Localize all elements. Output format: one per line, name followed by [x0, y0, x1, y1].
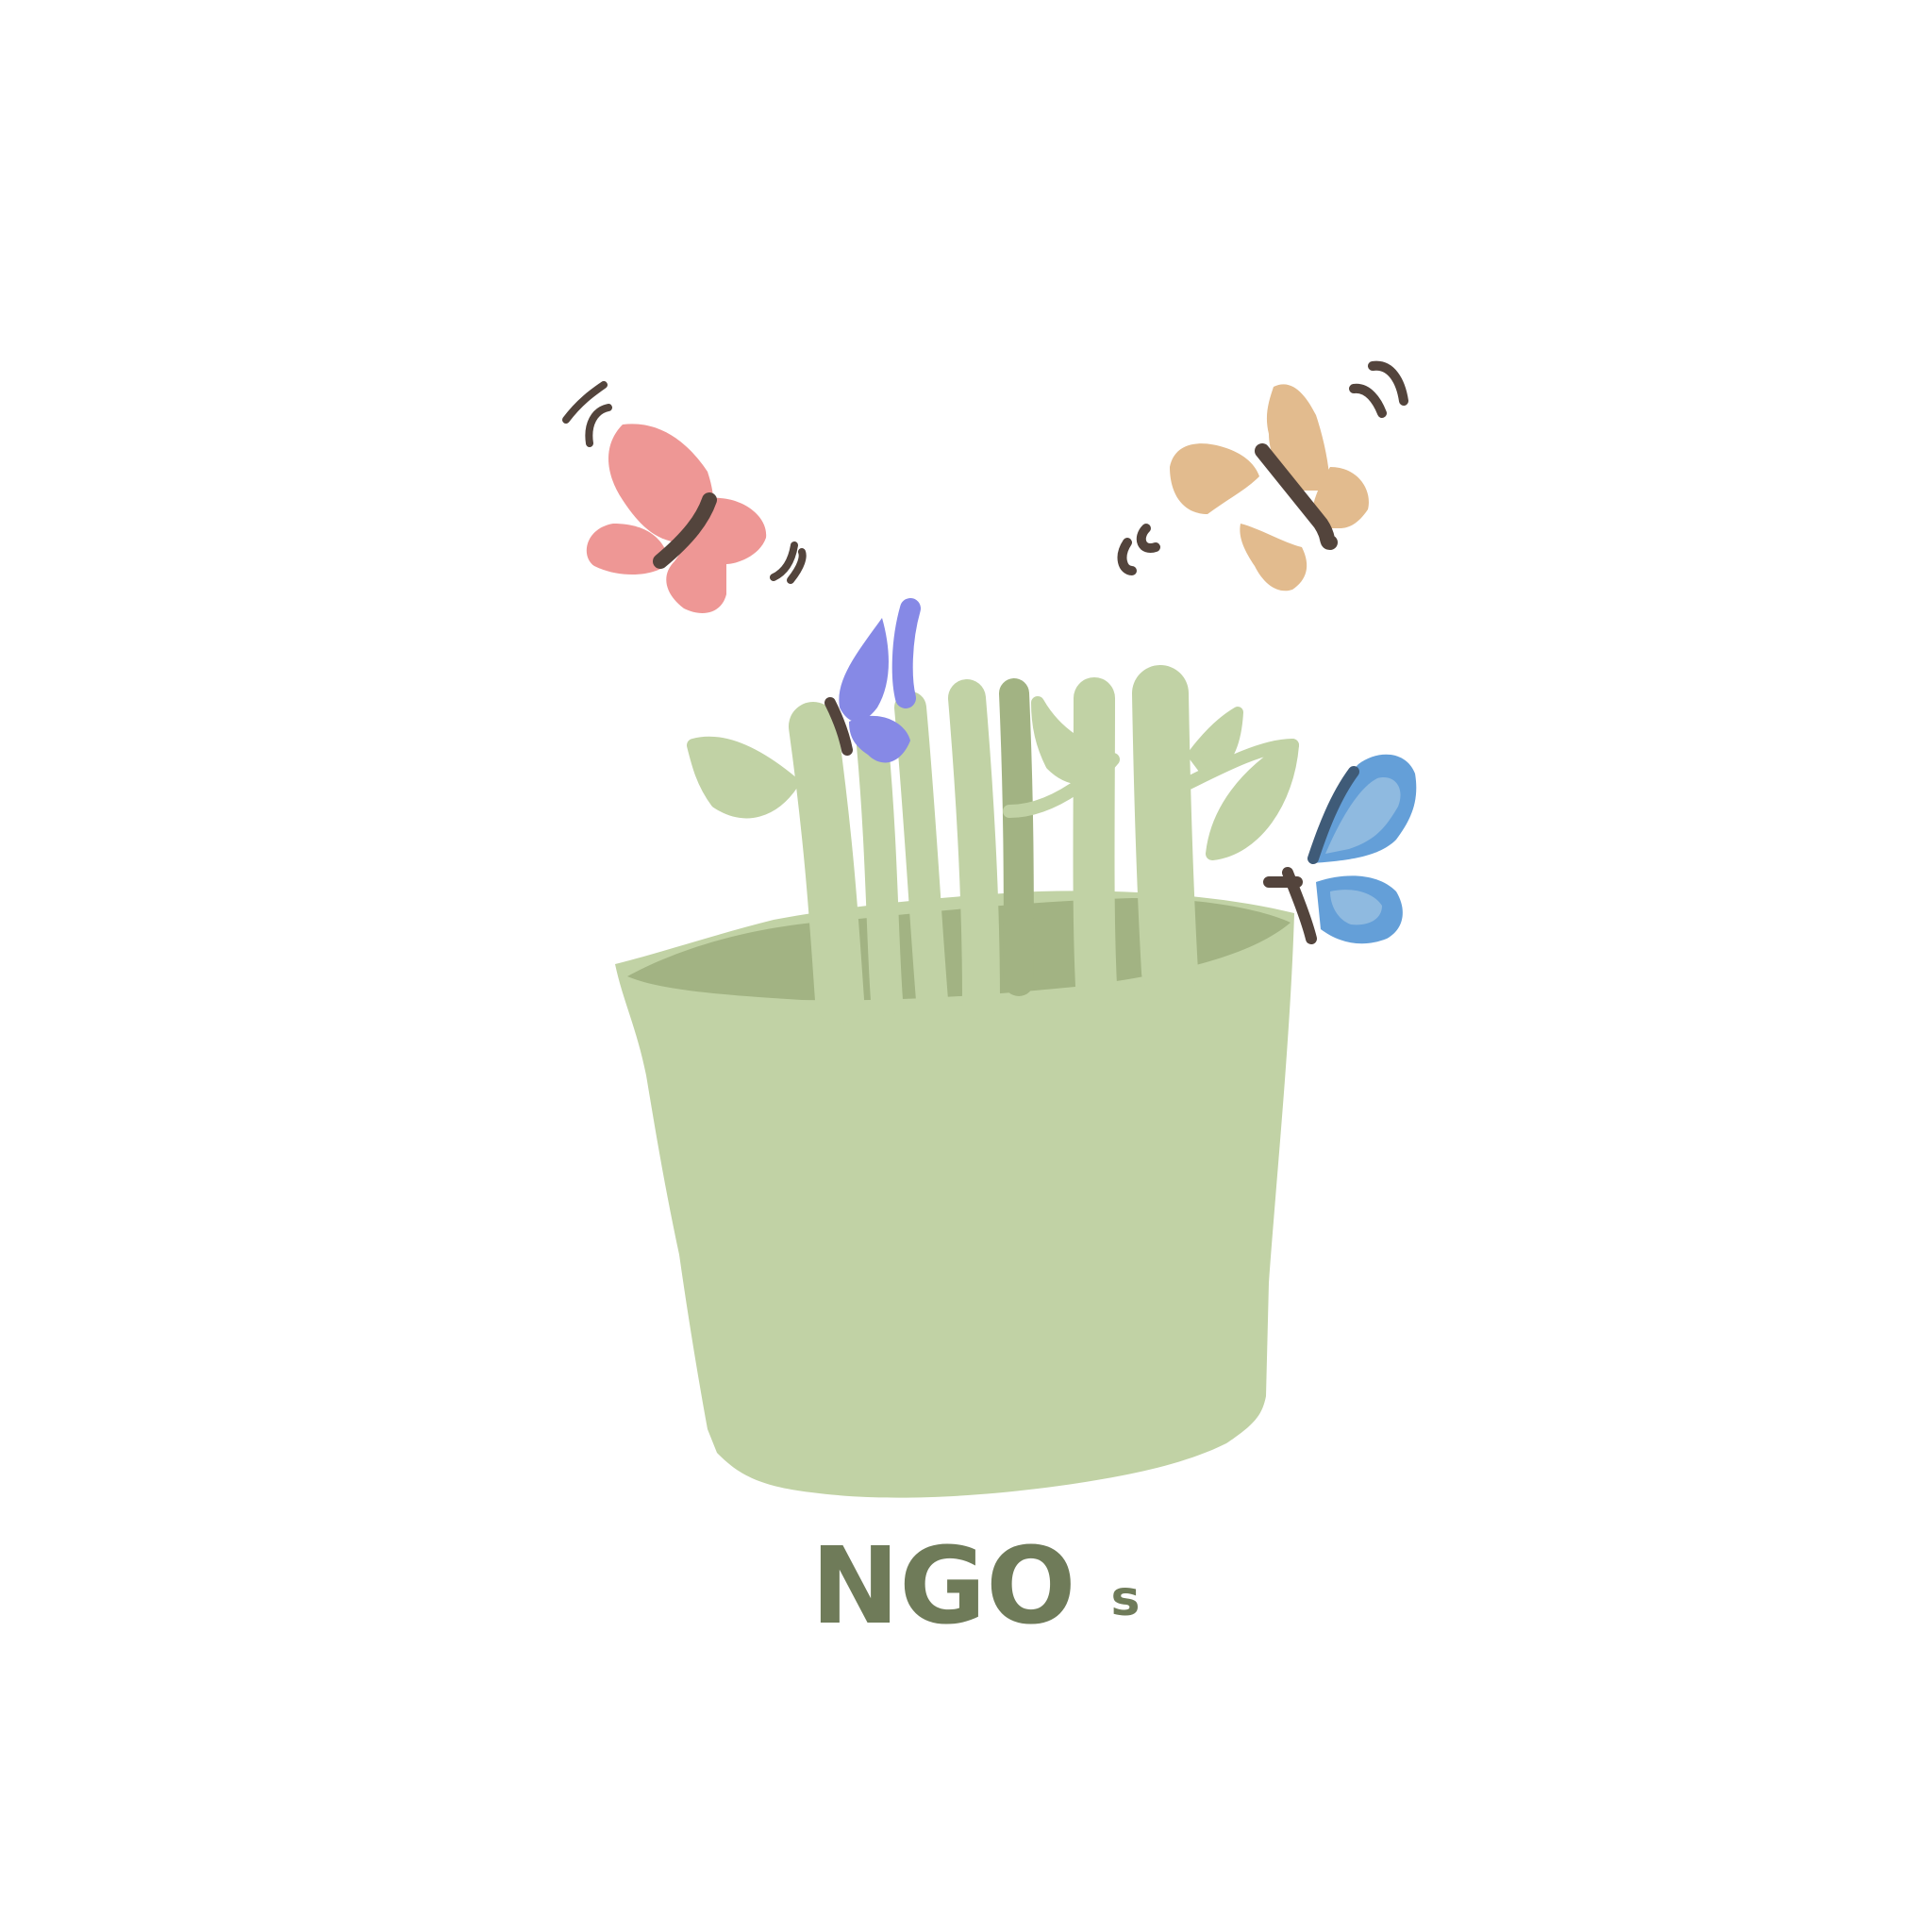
stem-4 — [948, 679, 1000, 1019]
peach-wing-right — [1311, 467, 1369, 528]
purple-wing-upper — [839, 618, 889, 722]
peach-wing-top — [1266, 384, 1330, 491]
purple-wing-upper-2 — [891, 598, 921, 708]
peach-body — [1255, 443, 1338, 550]
grass-stems — [687, 665, 1299, 1024]
branch-middle — [1003, 767, 1101, 818]
blue-wing-edge — [1307, 766, 1359, 864]
caption-main: NGO — [811, 1528, 1076, 1648]
pink-wing-right — [666, 497, 767, 613]
peach-butterfly — [1117, 360, 1408, 591]
purple-body — [824, 697, 853, 756]
pot-body — [615, 891, 1294, 1498]
purple-butterfly — [824, 598, 921, 763]
blue-wing-lower-light — [1330, 890, 1382, 925]
peach-wing-left — [1170, 443, 1259, 514]
pink-butterfly — [562, 381, 807, 613]
flower-pot — [615, 891, 1294, 1498]
blue-body — [1263, 867, 1317, 944]
blue-butterfly — [1263, 754, 1417, 944]
peach-motion-lines — [1117, 360, 1408, 575]
pink-motion-lines — [562, 381, 807, 584]
pink-wing-upper — [608, 424, 714, 543]
pink-wing-left — [586, 524, 670, 575]
leaf-right-lower — [1206, 739, 1299, 860]
caption-suffix: s — [1111, 1571, 1141, 1627]
stem-2 — [857, 729, 903, 1016]
stem-5 — [999, 678, 1034, 996]
leaf-left — [687, 736, 799, 819]
pink-body — [653, 492, 717, 569]
purple-wing-lower — [849, 715, 910, 763]
stem-3 — [894, 691, 948, 1016]
stem-1 — [789, 702, 864, 1024]
pot-rim-inner — [627, 898, 1291, 1001]
stem-7 — [1132, 665, 1198, 1000]
leaf-right-upper — [1188, 707, 1243, 779]
stem-6 — [1073, 677, 1117, 1007]
caption-area: NGO s — [811, 1528, 1141, 1648]
peach-wing-bottom — [1240, 524, 1307, 591]
blue-wing-upper-light — [1325, 777, 1401, 854]
branch-right — [1182, 739, 1299, 790]
